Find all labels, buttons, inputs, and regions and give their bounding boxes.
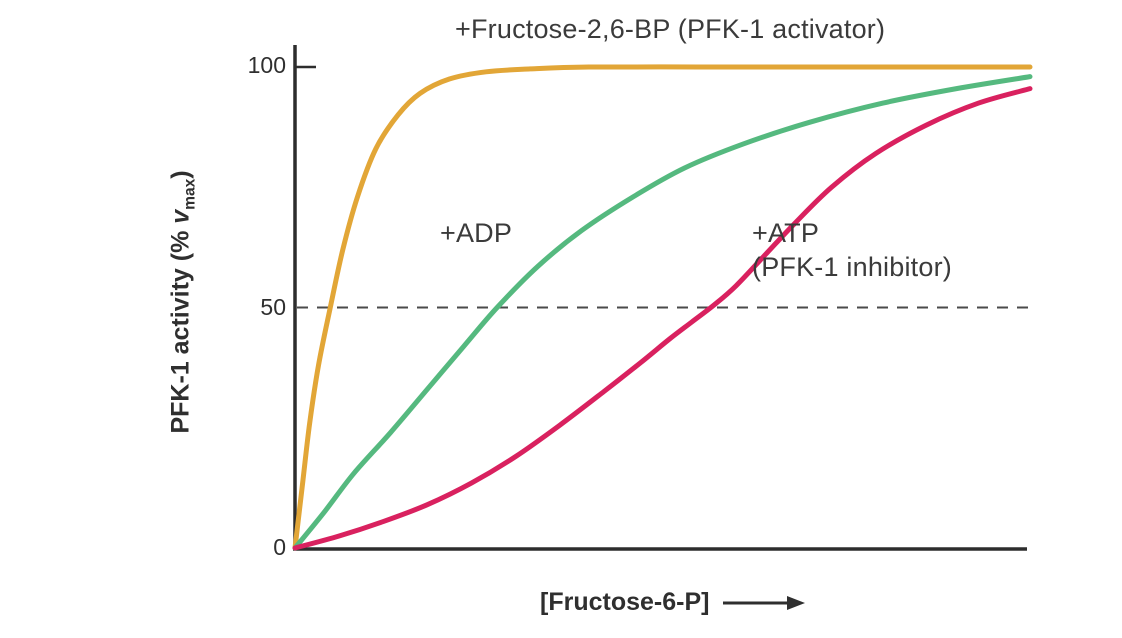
x-axis-label-text: [Fructose-6-P] — [540, 588, 710, 616]
right-arrow-icon — [723, 595, 806, 610]
curve-adp — [292, 74, 1033, 551]
curve-label-adp: +ADP — [440, 218, 513, 248]
y-axis-label-subscript: max — [181, 178, 199, 210]
curve-label-fructose26bp: +Fructose-2,6-BP (PFK-1 activator) — [455, 14, 886, 44]
x-axis-label: [Fructose-6-P] — [540, 588, 807, 617]
ytick-0: 0 — [273, 534, 286, 560]
y-axis-label: PFK-1 activity (% vmax) — [167, 170, 200, 433]
curve-label-atp-line1: +ATP — [752, 218, 820, 248]
curve-fructose-2-6-bp — [292, 64, 1033, 551]
ytick-50: 50 — [260, 294, 286, 320]
curve-atp — [292, 86, 1033, 551]
y-axis-label-prefix: PFK-1 activity (% — [166, 223, 195, 434]
ytick-100: 100 — [247, 52, 286, 78]
curve-label-atp-line2: (PFK-1 inhibitor) — [752, 252, 952, 282]
y-axis-label-variable: v — [166, 209, 195, 224]
y-axis-label-suffix: ) — [166, 170, 195, 179]
